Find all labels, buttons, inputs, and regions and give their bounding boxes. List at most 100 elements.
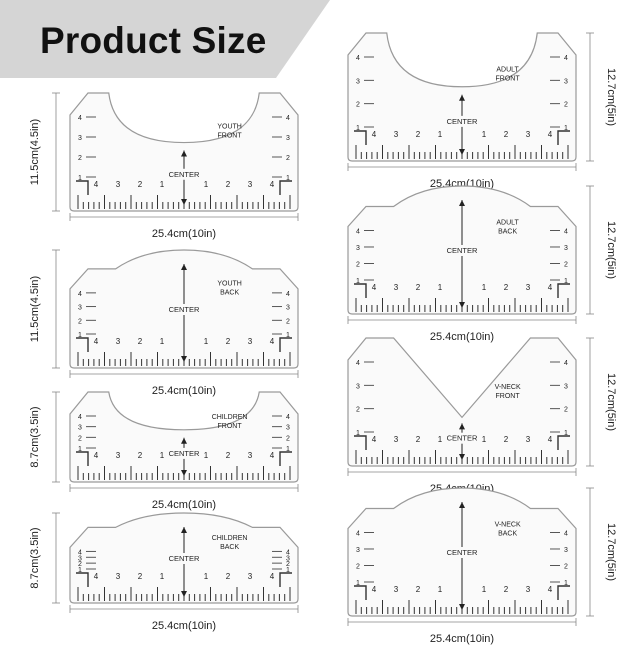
side-number: 1 (356, 430, 360, 437)
center-label: CENTER (447, 117, 478, 126)
side-number: 4 (78, 115, 82, 122)
width-label: 25.4cm(10in) (152, 228, 216, 240)
ruler-subname: BACK (220, 289, 239, 296)
scale-number: 4 (548, 283, 553, 292)
side-number: 2 (564, 563, 568, 570)
scale-number: 1 (438, 130, 443, 139)
side-number: 4 (356, 360, 360, 367)
side-number: 1 (564, 125, 568, 132)
arrow-up-icon (459, 94, 465, 101)
corner-bracket (76, 451, 89, 466)
scale-number: 1 (438, 283, 443, 292)
side-number: 2 (78, 435, 82, 442)
ruler-youth-back: 4 3 2 1 1 2 3 4 4 4 3 3 2 2 1 1 CENTER YOUTH BACK 25.4cm(10… (12, 242, 308, 400)
side-number: 4 (356, 530, 360, 537)
ruler-name: YOUTH (217, 280, 242, 287)
scale-number: 2 (416, 283, 421, 292)
arrow-up-icon (181, 264, 187, 270)
scale-number: 3 (248, 337, 253, 346)
ruler-name: CHILDREN (212, 535, 248, 542)
side-number: 3 (78, 135, 82, 142)
height-label: 12.7cm(5in) (605, 523, 617, 581)
side-number: 2 (78, 155, 82, 162)
scale-number: 1 (482, 585, 487, 594)
scale-number: 2 (416, 130, 421, 139)
side-number: 1 (564, 278, 568, 285)
scale-number: 1 (160, 451, 165, 460)
arrow-down-icon (459, 604, 465, 610)
scale-number: 2 (504, 435, 509, 444)
arrow-down-icon (181, 199, 187, 205)
side-number: 4 (78, 549, 82, 556)
scale-number: 1 (160, 572, 165, 581)
width-label: 25.4cm(10in) (152, 499, 216, 511)
scale-number: 1 (482, 130, 487, 139)
side-number: 2 (356, 261, 360, 268)
scale-number: 2 (416, 435, 421, 444)
bottom-scale (77, 466, 291, 480)
scale-number: 1 (438, 585, 443, 594)
center-label-bg (442, 245, 482, 256)
side-number: 1 (286, 175, 290, 182)
corner-bracket (557, 435, 570, 450)
side-number: 3 (564, 547, 568, 554)
ruler-children-back-drawing: 4 3 2 1 1 2 3 44 43 32 21 1CENTERCHILDRENBACK25.4cm… (29, 512, 299, 632)
bottom-scale (355, 145, 569, 159)
ruler-children-back: 4 3 2 1 1 2 3 4 4 4 3 3 2 2 1 1 CENTER CHILDREN BACK 25.4cm… (12, 505, 308, 635)
arrow-down-icon (181, 356, 187, 362)
ruler-adult-front-drawing: 4 3 2 1 1 2 3 44 43 32 21 1CENTERADULTFRONT25.4cm(1… (347, 32, 617, 190)
scale-number: 4 (372, 435, 377, 444)
height-label: 12.7cm(5in) (605, 68, 617, 126)
height-label: 11.5cm(4.5in) (29, 119, 41, 185)
scale-number: 3 (394, 283, 399, 292)
side-number: 1 (356, 125, 360, 132)
title-banner: Product Size (0, 0, 633, 80)
scale-number: 4 (94, 451, 99, 460)
ruler-adult-back: 4 3 2 1 1 2 3 4 4 4 3 3 2 2 1 1 CENTER ADULT BACK 25.4cm(10… (338, 178, 633, 346)
arrow-down-icon (181, 470, 187, 476)
center-label: CENTER (169, 305, 200, 314)
ruler-name: ADULT (496, 219, 519, 226)
ruler-subname: FRONT (218, 132, 243, 139)
side-number: 2 (286, 435, 290, 442)
side-number: 1 (78, 332, 82, 339)
side-number: 3 (78, 555, 82, 562)
arrow-up-icon (181, 527, 187, 533)
side-number: 1 (286, 567, 290, 574)
banner-background (0, 0, 330, 78)
ruler-subname: BACK (498, 530, 517, 537)
center-label: CENTER (447, 434, 478, 443)
ruler-youth-front-drawing: 4 3 2 1 1 2 3 4 4 4 3 3 2 2 1 1 CENTER YOUTH FRONT 25.4cm(1… (29, 92, 299, 240)
center-label: CENTER (169, 449, 200, 458)
scale-number: 2 (226, 337, 231, 346)
scale-number: 4 (548, 585, 553, 594)
corner-bracket (76, 337, 89, 352)
scale-number: 3 (116, 572, 121, 581)
scale-number: 2 (226, 180, 231, 189)
page-title: Product Size (40, 20, 267, 61)
scale-number: 1 (438, 435, 443, 444)
side-number: 3 (78, 425, 82, 432)
scale-number: 3 (394, 130, 399, 139)
scale-number: 1 (160, 337, 165, 346)
corner-bracket (76, 572, 89, 587)
scale-number: 3 (394, 435, 399, 444)
ruler-subname: BACK (498, 228, 517, 235)
scale-number: 3 (116, 180, 121, 189)
center-label: CENTER (169, 554, 200, 563)
scale-number: 2 (138, 451, 143, 460)
scale-number: 2 (416, 585, 421, 594)
scale-number: 3 (526, 283, 531, 292)
scale-number: 4 (372, 283, 377, 292)
corner-bracket (76, 180, 89, 195)
ruler-vneck-front-drawing: 4321123444332211CENTERV-NECKFRONT25.4cm(… (347, 337, 617, 495)
width-label: 25.4cm(10in) (152, 620, 216, 632)
side-number: 3 (286, 555, 290, 562)
side-number: 1 (564, 430, 568, 437)
scale-number: 4 (94, 337, 99, 346)
center-label: CENTER (447, 548, 478, 557)
side-number: 3 (564, 78, 568, 85)
scale-number: 3 (116, 337, 121, 346)
center-label-bg (164, 168, 204, 180)
ruler-subname: FRONT (496, 75, 521, 82)
